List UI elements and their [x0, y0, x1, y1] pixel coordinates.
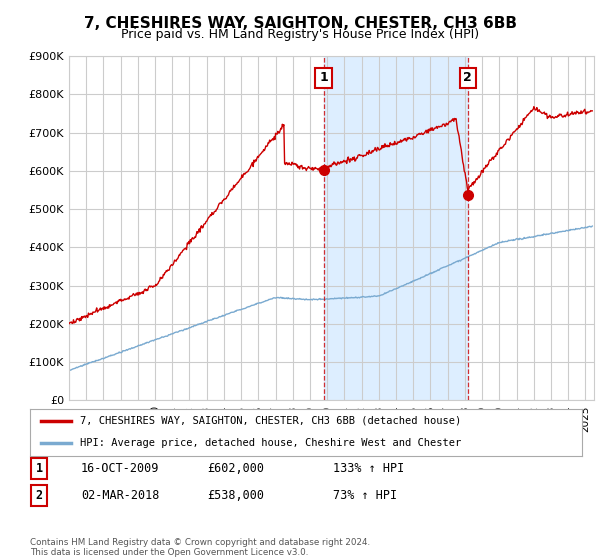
Text: 2: 2 [463, 71, 472, 85]
Text: 1: 1 [319, 71, 328, 85]
Text: 7, CHESHIRES WAY, SAIGHTON, CHESTER, CH3 6BB (detached house): 7, CHESHIRES WAY, SAIGHTON, CHESTER, CH3… [80, 416, 461, 426]
Text: 2: 2 [35, 489, 43, 502]
Text: £602,000: £602,000 [207, 462, 264, 475]
Text: 73% ↑ HPI: 73% ↑ HPI [333, 489, 397, 502]
Text: Contains HM Land Registry data © Crown copyright and database right 2024.
This d: Contains HM Land Registry data © Crown c… [30, 538, 370, 557]
Text: HPI: Average price, detached house, Cheshire West and Chester: HPI: Average price, detached house, Ches… [80, 438, 461, 448]
Text: Price paid vs. HM Land Registry's House Price Index (HPI): Price paid vs. HM Land Registry's House … [121, 28, 479, 41]
Text: 16-OCT-2009: 16-OCT-2009 [81, 462, 160, 475]
Text: 133% ↑ HPI: 133% ↑ HPI [333, 462, 404, 475]
Text: 1: 1 [35, 462, 43, 475]
Text: 02-MAR-2018: 02-MAR-2018 [81, 489, 160, 502]
Text: 7, CHESHIRES WAY, SAIGHTON, CHESTER, CH3 6BB: 7, CHESHIRES WAY, SAIGHTON, CHESTER, CH3… [83, 16, 517, 31]
Text: £538,000: £538,000 [207, 489, 264, 502]
Bar [323, 56, 468, 400]
